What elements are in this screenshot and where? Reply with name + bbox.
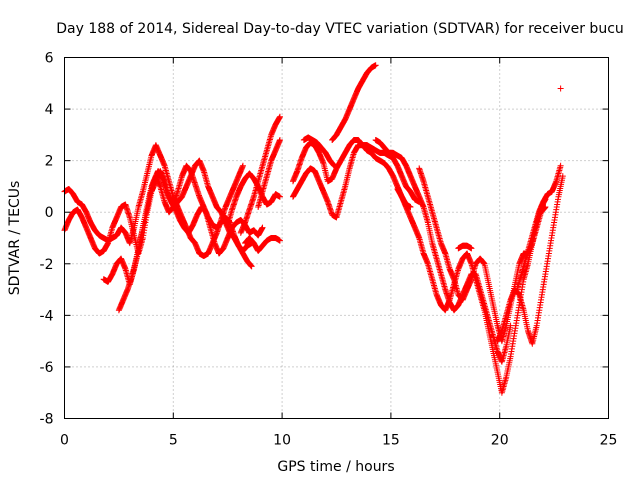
y-tick-label: -8 <box>40 412 54 428</box>
x-tick-label: 0 <box>60 433 69 449</box>
series-track-8 <box>242 235 283 254</box>
series-track-12 <box>329 62 379 144</box>
y-tick-label: 2 <box>45 154 54 170</box>
series-track-16 <box>455 242 475 252</box>
data-point-marker <box>331 162 338 169</box>
x-tick-label: 15 <box>382 433 400 449</box>
data-point-marker <box>372 62 379 69</box>
series-track-7 <box>255 137 283 211</box>
y-tick-label: -6 <box>40 360 54 376</box>
data-point-marker <box>559 173 566 180</box>
data-point-marker <box>468 245 475 252</box>
x-axis-label: GPS time / hours <box>277 459 394 475</box>
series-track-6 <box>237 113 283 236</box>
series-track-11 <box>300 134 338 169</box>
chart-title: Day 188 of 2014, Sidereal Day-to-day VTE… <box>56 21 624 37</box>
x-tick-label: 20 <box>491 433 509 449</box>
data-markers <box>61 62 566 396</box>
series-track-17 <box>494 173 566 347</box>
data-point-marker <box>239 162 246 169</box>
y-tick-label: 4 <box>45 102 54 118</box>
series-track-18 <box>514 162 564 293</box>
x-tick-label: 5 <box>169 433 178 449</box>
grid <box>64 57 609 419</box>
data-point-marker <box>276 137 283 144</box>
data-point-marker <box>276 237 283 244</box>
data-point-marker <box>557 162 564 169</box>
data-point-marker <box>276 193 283 200</box>
y-axis-label: SDTVAR / TECUs <box>7 181 23 296</box>
x-tick-label: 10 <box>273 433 291 449</box>
y-tick-label: 6 <box>45 51 54 67</box>
y-tick-label: -2 <box>40 257 54 273</box>
series-track-5 <box>224 170 283 229</box>
y-tick-label: 0 <box>45 205 54 221</box>
x-tick-label: 25 <box>600 433 618 449</box>
data-point-marker <box>276 113 283 120</box>
series-outlier <box>557 85 564 92</box>
series-track-14 <box>394 186 549 396</box>
data-point-marker <box>259 224 266 231</box>
data-point-marker <box>557 85 564 92</box>
data-point-marker <box>248 263 255 270</box>
series-track-13 <box>372 137 514 365</box>
y-tick-label: -4 <box>40 308 54 324</box>
series-track-3 <box>100 157 255 288</box>
series-track-10 <box>289 142 423 221</box>
plot-frame <box>64 57 609 419</box>
